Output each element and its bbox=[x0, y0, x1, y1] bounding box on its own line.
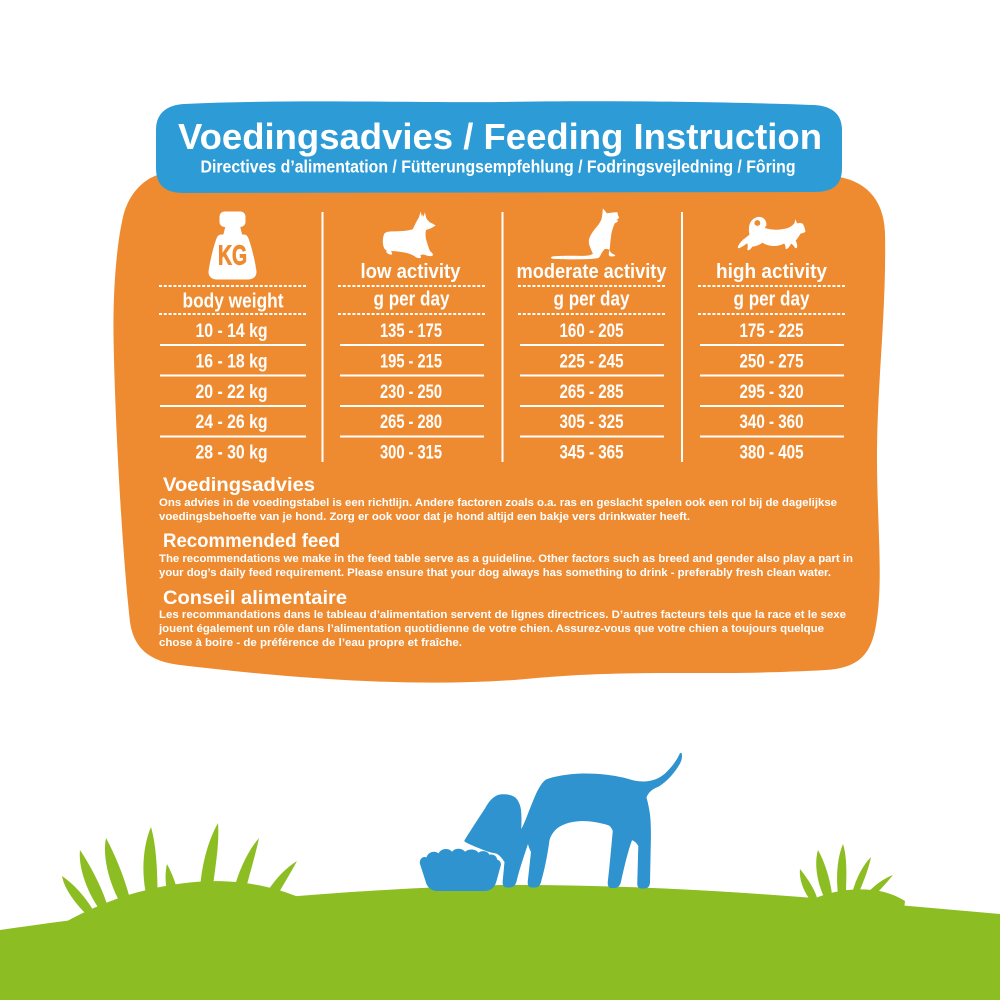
svg-text:340 - 360: 340 - 360 bbox=[740, 412, 804, 433]
svg-text:The recommendations we make in: The recommendations we make in the feed … bbox=[159, 553, 853, 565]
svg-text:KG: KG bbox=[218, 240, 247, 271]
svg-text:high activity: high activity bbox=[716, 261, 828, 283]
svg-text:305 - 325: 305 - 325 bbox=[560, 412, 624, 433]
svg-text:295 - 320: 295 - 320 bbox=[740, 382, 804, 403]
svg-text:g per day: g per day bbox=[734, 289, 811, 311]
svg-text:300 - 315: 300 - 315 bbox=[380, 443, 442, 464]
svg-text:g per day: g per day bbox=[374, 289, 451, 311]
svg-text:Recommended feed: Recommended feed bbox=[163, 530, 340, 552]
svg-text:20 - 22 kg: 20 - 22 kg bbox=[196, 382, 268, 403]
svg-text:28 - 30 kg: 28 - 30 kg bbox=[196, 443, 268, 464]
svg-text:265 - 280: 265 - 280 bbox=[380, 412, 442, 433]
svg-text:135 - 175: 135 - 175 bbox=[380, 321, 442, 342]
svg-text:jouent également un rôle dans: jouent également un rôle dans l’alimenta… bbox=[158, 623, 824, 635]
svg-text:195 - 215: 195 - 215 bbox=[380, 352, 442, 373]
svg-text:Voedingsadvies: Voedingsadvies bbox=[163, 474, 315, 496]
svg-text:your dog’s daily feed requirem: your dog’s daily feed requirement. Pleas… bbox=[159, 567, 831, 579]
svg-text:160 - 205: 160 - 205 bbox=[560, 321, 624, 342]
svg-text:Voedingsadvies / Feeding Instr: Voedingsadvies / Feeding Instruction bbox=[178, 116, 822, 157]
svg-text:230 - 250: 230 - 250 bbox=[380, 382, 442, 403]
svg-text:24 - 26 kg: 24 - 26 kg bbox=[196, 412, 268, 433]
svg-text:Directives d’alimentation / Fü: Directives d’alimentation / Fütterungsem… bbox=[201, 157, 796, 177]
svg-text:Conseil alimentaire: Conseil alimentaire bbox=[163, 587, 347, 609]
svg-text:Les recommandations dans le ta: Les recommandations dans le tableau d’al… bbox=[159, 609, 846, 621]
svg-text:chose à boire - de préférence: chose à boire - de préférence de l’eau p… bbox=[159, 637, 462, 649]
svg-text:g per day: g per day bbox=[554, 289, 631, 311]
svg-text:16 - 18 kg: 16 - 18 kg bbox=[196, 352, 268, 373]
svg-text:body weight: body weight bbox=[183, 291, 284, 313]
svg-text:345 - 365: 345 - 365 bbox=[560, 443, 624, 464]
svg-text:225 - 245: 225 - 245 bbox=[560, 352, 624, 373]
svg-text:380 - 405: 380 - 405 bbox=[740, 443, 804, 464]
svg-text:175 - 225: 175 - 225 bbox=[740, 321, 804, 342]
svg-text:voedingsbehoefte van je hond.: voedingsbehoefte van je hond. Zorg er oo… bbox=[159, 511, 690, 523]
svg-text:10 - 14 kg: 10 - 14 kg bbox=[196, 321, 268, 342]
svg-text:Ons advies in de voedingstabel: Ons advies in de voedingstabel is een ri… bbox=[159, 497, 837, 509]
svg-text:250 - 275: 250 - 275 bbox=[740, 352, 804, 373]
svg-text:moderate activity: moderate activity bbox=[517, 261, 668, 283]
svg-text:low activity: low activity bbox=[361, 261, 462, 283]
svg-text:265 - 285: 265 - 285 bbox=[560, 382, 624, 403]
